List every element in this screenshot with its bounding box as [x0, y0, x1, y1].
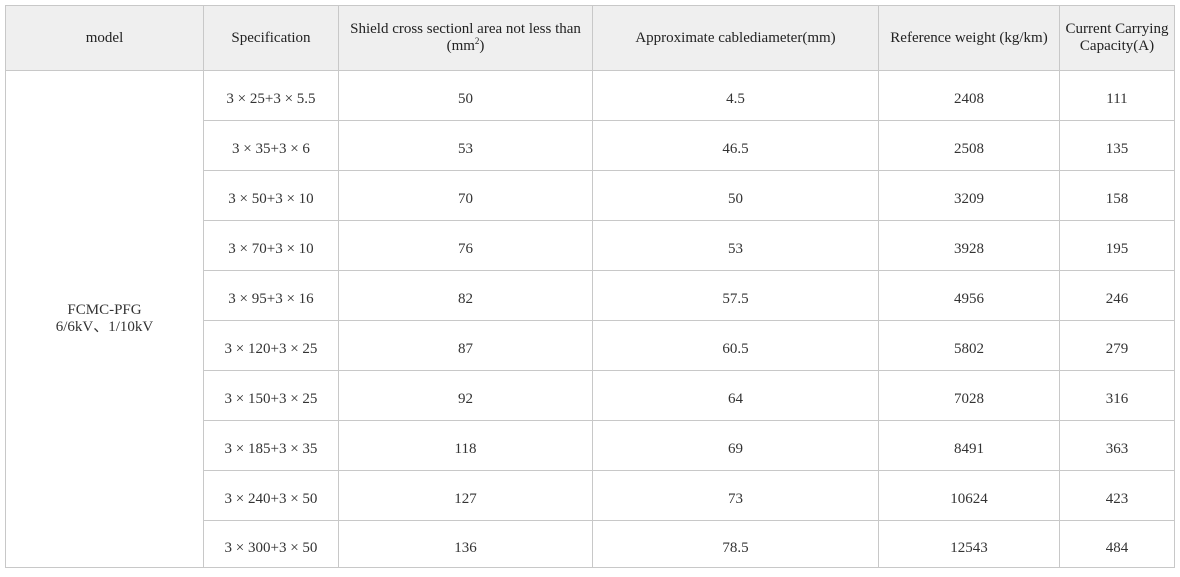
weight-cell: 3928 [878, 220, 1060, 271]
spec-cell: 3 × 95+3 × 16 [203, 270, 339, 321]
shield-cell: 82 [338, 270, 593, 321]
shield-cell: 118 [338, 420, 593, 471]
current-cell: 484 [1059, 520, 1175, 568]
weight-cell: 2508 [878, 120, 1060, 171]
table-row: 3 × 95+3 × 16 82 57.5 4956 246 [6, 270, 1175, 321]
weight-cell: 10624 [878, 470, 1060, 521]
table-row: 3 × 50+3 × 10 70 50 3209 158 [6, 170, 1175, 221]
model-name: FCMC-PFG [67, 302, 142, 318]
table-row: 3 × 300+3 × 50 136 78.5 12543 484 [6, 520, 1175, 568]
weight-cell: 5802 [878, 320, 1060, 371]
diameter-cell: 73 [592, 470, 879, 521]
header-current-line1: Current Carrying [1065, 21, 1169, 37]
spec-cell: 3 × 35+3 × 6 [203, 120, 339, 171]
current-cell: 246 [1059, 270, 1175, 321]
diameter-cell: 69 [592, 420, 879, 471]
table-header: model Specification Shield cross section… [5, 5, 1175, 71]
current-cell: 423 [1059, 470, 1175, 521]
table-body: FCMC-PFG 6/6kV、1/10kV 3 × 25+3 × 5.5 50 … [5, 70, 1175, 568]
shield-cell: 136 [338, 520, 593, 568]
diameter-cell: 60.5 [592, 320, 879, 371]
header-specification: Specification [203, 5, 339, 71]
diameter-cell: 53 [592, 220, 879, 271]
weight-cell: 12543 [878, 520, 1060, 568]
spec-cell: 3 × 50+3 × 10 [203, 170, 339, 221]
diameter-cell: 50 [592, 170, 879, 221]
header-current-line2: Capacity(A) [1079, 38, 1155, 54]
header-current: Current Carrying Capacity(A) [1059, 5, 1175, 71]
current-cell: 135 [1059, 120, 1175, 171]
current-cell: 363 [1059, 420, 1175, 471]
diameter-cell: 57.5 [592, 270, 879, 321]
diameter-cell: 78.5 [592, 520, 879, 568]
shield-cell: 76 [338, 220, 593, 271]
header-shield-area-line1: Shield cross sectionl area not less than [350, 21, 581, 37]
diameter-cell: 64 [592, 370, 879, 421]
header-diameter: Approximate cablediameter(mm) [592, 5, 879, 71]
weight-cell: 2408 [878, 70, 1060, 121]
model-voltage: 6/6kV、1/10kV [55, 319, 154, 335]
model-cell: FCMC-PFG 6/6kV、1/10kV [5, 70, 204, 568]
header-shield-unit-prefix: (mm [446, 38, 475, 54]
diameter-cell: 4.5 [592, 70, 879, 121]
shield-cell: 92 [338, 370, 593, 421]
spec-cell: 3 × 240+3 × 50 [203, 470, 339, 521]
table-row: 3 × 35+3 × 6 53 46.5 2508 135 [6, 120, 1175, 171]
table-row: 3 × 70+3 × 10 76 53 3928 195 [6, 220, 1175, 271]
weight-cell: 7028 [878, 370, 1060, 421]
spec-cell: 3 × 120+3 × 25 [203, 320, 339, 371]
diameter-cell: 46.5 [592, 120, 879, 171]
table-row: 3 × 185+3 × 35 118 69 8491 363 [6, 420, 1175, 471]
spec-cell: 3 × 150+3 × 25 [203, 370, 339, 421]
weight-cell: 4956 [878, 270, 1060, 321]
table-row: 3 × 120+3 × 25 87 60.5 5802 279 [6, 320, 1175, 371]
spec-cell: 3 × 70+3 × 10 [203, 220, 339, 271]
shield-cell: 53 [338, 120, 593, 171]
header-shield-unit-sup: 2 [474, 36, 480, 46]
current-cell: 111 [1059, 70, 1175, 121]
shield-cell: 127 [338, 470, 593, 521]
spec-cell: 3 × 185+3 × 35 [203, 420, 339, 471]
current-cell: 195 [1059, 220, 1175, 271]
table-row: FCMC-PFG 6/6kV、1/10kV 3 × 25+3 × 5.5 50 … [5, 70, 1175, 568]
shield-cell: 50 [338, 70, 593, 121]
header-row: model Specification Shield cross section… [5, 5, 1175, 71]
spec-cell: 3 × 300+3 × 50 [203, 520, 339, 568]
current-cell: 158 [1059, 170, 1175, 221]
current-cell: 316 [1059, 370, 1175, 421]
current-cell: 279 [1059, 320, 1175, 371]
header-shield-area-line2: (mm2) [341, 36, 590, 55]
shield-cell: 87 [338, 320, 593, 371]
header-shield-unit-suffix: ) [479, 38, 485, 54]
header-model: model [5, 5, 204, 71]
table-row: 3 × 240+3 × 50 127 73 10624 423 [6, 470, 1175, 521]
shield-cell: 70 [338, 170, 593, 221]
header-weight: Reference weight (kg/km) [878, 5, 1060, 71]
header-shield-area: Shield cross sectionl area not less than… [338, 5, 593, 71]
cable-spec-table: model Specification Shield cross section… [5, 5, 1175, 568]
weight-cell: 8491 [878, 420, 1060, 471]
weight-cell: 3209 [878, 170, 1060, 221]
spec-cell: 3 × 25+3 × 5.5 [203, 70, 339, 121]
